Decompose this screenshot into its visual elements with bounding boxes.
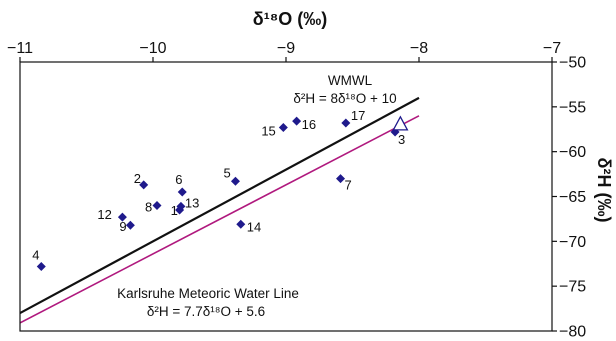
point-label: 14	[247, 219, 261, 234]
point-label: 1	[171, 203, 178, 218]
point-label: 3	[398, 132, 405, 147]
x-tick-label: −7	[543, 40, 561, 57]
data-point	[36, 261, 46, 271]
karlsruhe-equation: δ²H = 7.7δ¹⁸O + 5.6	[147, 304, 265, 319]
plot-frame	[19, 61, 553, 332]
data-point	[139, 180, 149, 190]
data-point	[152, 200, 162, 210]
karlsruhe-line	[20, 115, 420, 324]
data-point	[125, 220, 135, 230]
line-annotations: WMWL δ²H = 8δ¹⁸O + 10 Karlsruhe Meteoric W…	[117, 73, 397, 319]
point-label: 7	[345, 178, 352, 193]
y-tick-label: −65	[559, 189, 586, 206]
wmwl-equation: δ²H = 8δ¹⁸O + 10	[293, 91, 396, 106]
y-tick-label: −75	[559, 279, 586, 296]
data-point	[117, 212, 127, 222]
wmwl-line	[20, 96, 420, 315]
axis-ticks: −11 −10 −9 −8 −7−50 −55 −60 −65 −70 −75 −80	[7, 40, 586, 341]
x-tick-label: −10	[139, 40, 166, 57]
data-point	[230, 176, 240, 186]
point-label: 5	[223, 165, 230, 180]
point-label: 6	[175, 172, 182, 187]
x-axis-title: δ¹⁸O (‰)	[253, 9, 327, 29]
point-label: 9	[119, 219, 126, 234]
point-label: 17	[351, 108, 365, 123]
data-point	[176, 201, 186, 211]
data-point	[336, 174, 346, 184]
point-label: 15	[261, 123, 275, 138]
y-tick-label: −60	[559, 144, 586, 161]
data-point	[278, 122, 288, 132]
regression-lines	[20, 96, 420, 324]
y-axis-title: δ²H (‰)	[594, 158, 614, 223]
y-tick-label: −55	[559, 99, 586, 116]
point-label: 8	[145, 199, 152, 214]
y-tick-label: −80	[559, 324, 586, 341]
y-tick-label: −70	[559, 234, 586, 251]
y-tick-label: −50	[559, 55, 586, 72]
x-tick-label: −11	[7, 40, 33, 57]
point-label: 16	[302, 117, 316, 132]
karlsruhe-label: Karlsruhe Meteoric Water Line	[117, 286, 299, 301]
data-point	[341, 118, 351, 128]
open-triangle-point	[392, 115, 409, 131]
wmwl-label: WMWL	[328, 73, 373, 88]
point-label: 4	[32, 247, 39, 262]
point-label: 13	[185, 195, 199, 210]
data-point	[236, 219, 246, 229]
data-point	[177, 187, 187, 197]
point-label: 2	[134, 171, 141, 186]
x-tick-label: −9	[277, 40, 295, 57]
data-point	[292, 116, 302, 126]
x-tick-label: −8	[410, 40, 428, 57]
point-label: 12	[97, 207, 111, 222]
